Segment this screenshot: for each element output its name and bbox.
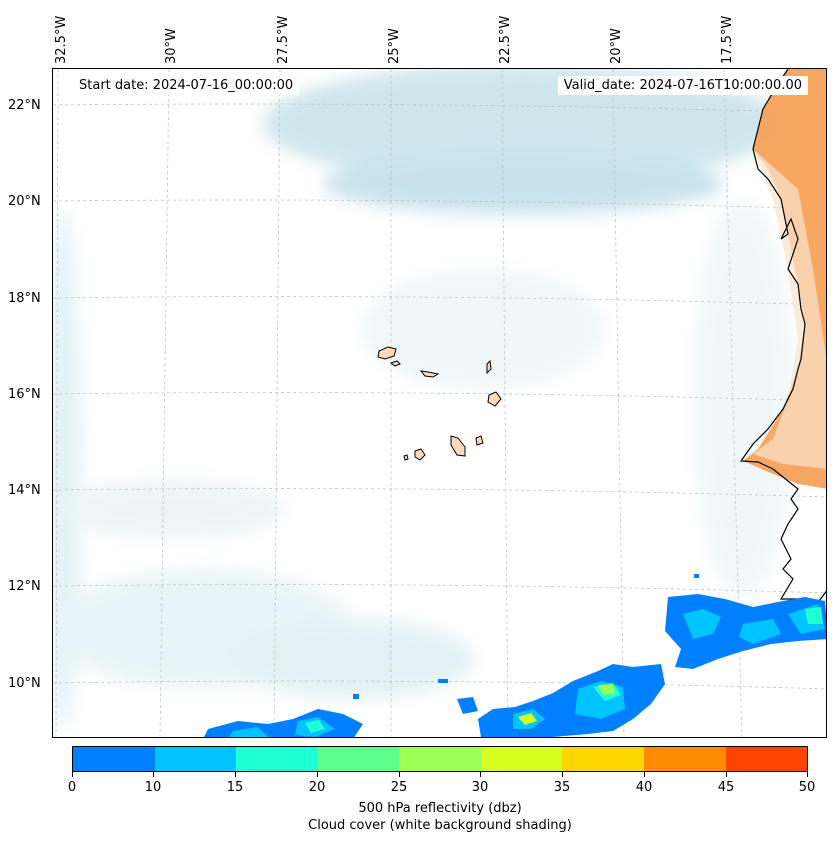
cape-verde-islands bbox=[377, 346, 502, 461]
colorbar-tick bbox=[562, 772, 563, 777]
map-canvas: Start date: 2024-07-16_00:00:00 Valid_da… bbox=[53, 69, 826, 737]
lat-label-14n: 14°N bbox=[8, 483, 41, 498]
lat-label-20n: 20°N bbox=[8, 194, 41, 209]
colorbar-tick-label: 50 bbox=[798, 780, 816, 795]
colorbar-tick-label: 20 bbox=[308, 780, 326, 795]
colorbar-segment-15-20 bbox=[236, 747, 318, 771]
lon-label-27-5w: 27.5°W bbox=[276, 15, 291, 64]
colorbar-subtitle: Cloud cover (white background shading) bbox=[308, 818, 572, 833]
colorbar-tick bbox=[807, 772, 808, 777]
lat-label-16n: 16°N bbox=[8, 387, 41, 402]
island-boa-vista bbox=[487, 391, 502, 407]
lat-label-12n: 12°N bbox=[8, 579, 41, 594]
lon-label-20w: 20°W bbox=[609, 28, 624, 64]
map-panel[interactable]: Start date: 2024-07-16_00:00:00 Valid_da… bbox=[52, 68, 827, 738]
cloud-center bbox=[363, 269, 603, 389]
colorbar-title: 500 hPa reflectivity (dbz) bbox=[358, 801, 522, 816]
island-fogo bbox=[414, 448, 426, 461]
cloud-cover-layer bbox=[53, 69, 793, 729]
colorbar-tick bbox=[399, 772, 400, 777]
colorbar-tick bbox=[317, 772, 318, 777]
cloud-north-core bbox=[323, 154, 723, 214]
island-sao-nicolau bbox=[419, 370, 440, 378]
colorbar-segment-35-40 bbox=[562, 747, 644, 771]
reflectivity-patch-south-west bbox=[204, 709, 363, 737]
colorbar-tick-label: 10 bbox=[144, 780, 162, 795]
start-date-label: Start date: 2024-07-16_00:00:00 bbox=[73, 76, 300, 95]
colorbar-segment-10-15 bbox=[154, 747, 237, 771]
island-santiago bbox=[450, 435, 466, 457]
colorbar-tick-label: 30 bbox=[471, 780, 489, 795]
colorbar-segment-0-10 bbox=[73, 747, 155, 771]
cloud-coast bbox=[693, 199, 793, 599]
lon-label-30w: 30°W bbox=[164, 28, 179, 64]
colorbar-tick-label: 35 bbox=[553, 780, 571, 795]
lat-label-18n: 18°N bbox=[8, 291, 41, 306]
reflectivity-colorbar bbox=[72, 746, 808, 772]
island-sal bbox=[486, 359, 492, 375]
colorbar-tick bbox=[480, 772, 481, 777]
colorbar-segment-20-25 bbox=[317, 747, 400, 771]
colorbar-tick bbox=[726, 772, 727, 777]
colorbar-tick-label: 15 bbox=[226, 780, 244, 795]
cloud-north-band bbox=[263, 69, 783, 184]
colorbar-tick-label: 0 bbox=[67, 780, 77, 795]
african-coast bbox=[739, 69, 826, 610]
island-sao-vicente bbox=[389, 360, 401, 367]
colorbar-tick-label: 25 bbox=[390, 780, 408, 795]
colorbar-tick bbox=[72, 772, 73, 777]
colorbar-tick bbox=[153, 772, 154, 777]
colorbar-segment-30-35 bbox=[480, 747, 563, 771]
lon-label-32-5w: 32.5°W bbox=[54, 15, 69, 64]
island-santo-antao bbox=[377, 346, 397, 360]
cloud-south bbox=[233, 619, 473, 699]
reflectivity-patch-south-center bbox=[478, 664, 665, 737]
lat-label-10n: 10°N bbox=[8, 676, 41, 691]
island-brava bbox=[403, 454, 409, 461]
colorbar-tick-label: 45 bbox=[717, 780, 735, 795]
lon-label-22-5w: 22.5°W bbox=[498, 15, 513, 64]
lat-label-22n: 22°N bbox=[8, 98, 41, 113]
colorbar-segment-40-45 bbox=[643, 747, 726, 771]
lon-label-17-5w: 17.5°W bbox=[720, 15, 735, 64]
colorbar-segment-45-50 bbox=[725, 747, 808, 771]
cloud-west-mid bbox=[63, 479, 283, 539]
coastline bbox=[739, 69, 826, 610]
valid-date-label: Valid_date: 2024-07-16T10:00:00.00 bbox=[557, 76, 808, 95]
island-maio bbox=[475, 435, 484, 446]
colorbar-tick-label: 40 bbox=[635, 780, 653, 795]
colorbar-segment-25-30 bbox=[399, 747, 481, 771]
reflectivity-layer bbox=[204, 574, 826, 737]
lon-label-25w: 25°W bbox=[387, 28, 402, 64]
colorbar-tick bbox=[644, 772, 645, 777]
colorbar-tick bbox=[235, 772, 236, 777]
